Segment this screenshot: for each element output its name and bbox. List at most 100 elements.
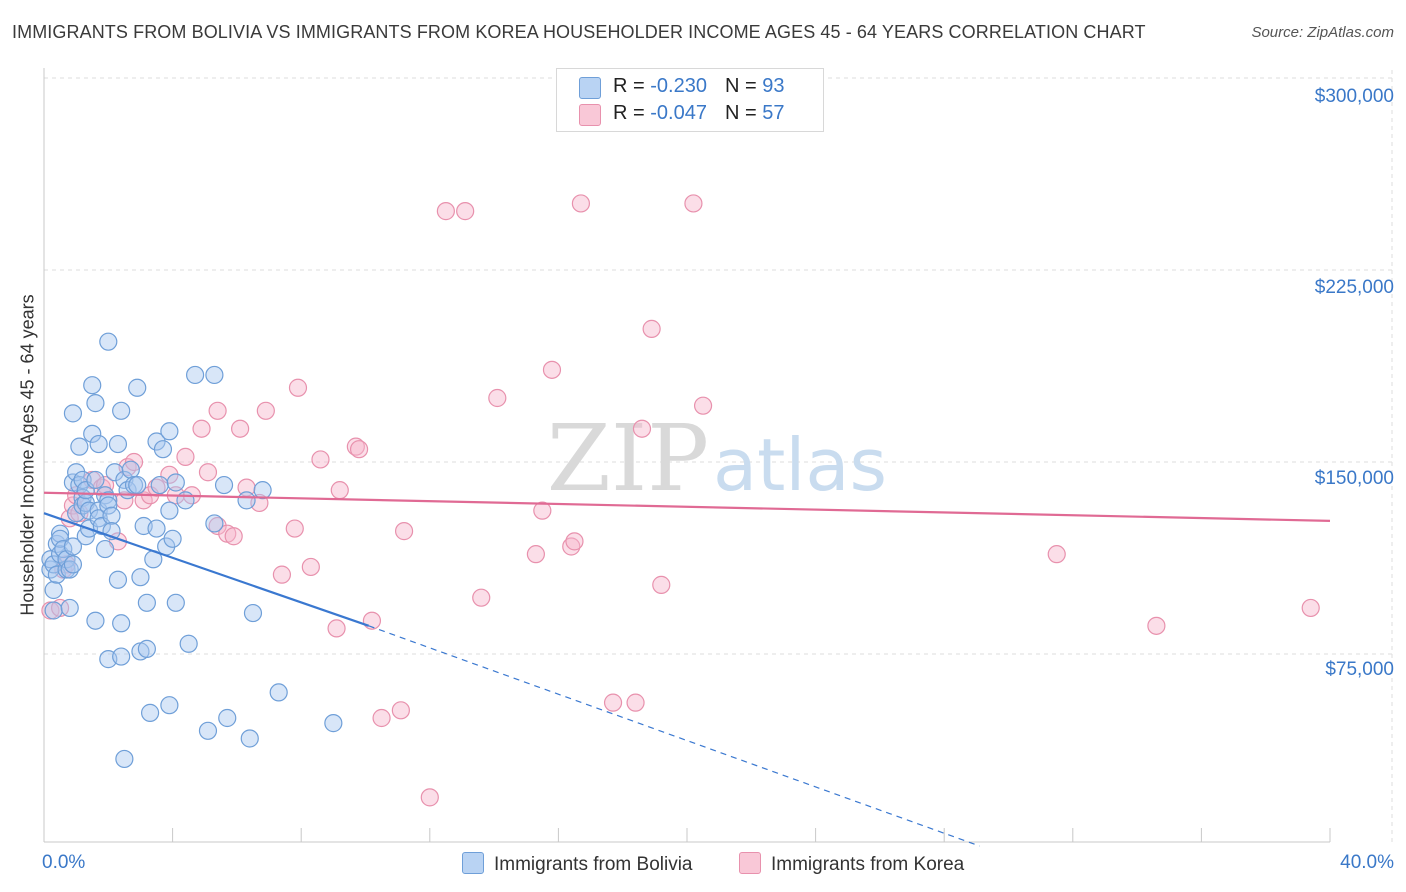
korea-point xyxy=(391,701,410,720)
bolivia-point xyxy=(240,729,259,748)
korea-point xyxy=(311,450,330,469)
bolivia-point xyxy=(160,422,179,441)
bolivia-point xyxy=(86,470,105,490)
bolivia-point xyxy=(102,506,121,525)
korea-point xyxy=(603,693,623,712)
bolivia-point xyxy=(121,460,140,479)
korea-point xyxy=(285,519,304,538)
bolivia-point xyxy=(50,524,70,543)
x-tick-max: 40.0% xyxy=(1340,852,1394,873)
korea-trendline xyxy=(43,491,1331,522)
y-tick-225000: $225,000 xyxy=(1314,277,1394,298)
bolivia-point xyxy=(166,593,185,612)
bolivia-point xyxy=(153,440,173,459)
korea-point xyxy=(231,419,250,438)
bolivia-point xyxy=(95,539,115,559)
bolivia-point xyxy=(70,437,89,456)
korea-point xyxy=(224,527,243,546)
gridlines xyxy=(44,70,1393,842)
bolivia-point xyxy=(176,491,195,510)
bolivia-point xyxy=(108,570,128,589)
bolivia-point xyxy=(179,634,198,653)
watermark-atlas: atlas xyxy=(713,423,887,507)
korea-point xyxy=(472,588,491,607)
bolivia-point xyxy=(160,501,179,520)
bolivia-point xyxy=(115,749,134,769)
bolivia-point xyxy=(140,703,160,722)
bottom-bolivia-label: Immigrants from Bolivia xyxy=(494,854,693,875)
korea-point xyxy=(372,708,391,728)
bolivia-point xyxy=(99,332,118,351)
bolivia-point xyxy=(205,365,224,385)
bolivia-point xyxy=(112,614,131,633)
bolivia-point xyxy=(163,529,182,548)
bolivia-point xyxy=(137,593,156,612)
bolivia-point xyxy=(63,537,83,556)
bolivia-point xyxy=(86,611,105,630)
y-tick-75000: $75,000 xyxy=(1325,659,1394,680)
korea-point xyxy=(176,447,195,466)
bottom-legend-korea: Immigrants from Korea xyxy=(739,852,964,876)
bolivia-trendline-extension xyxy=(368,625,980,847)
korea-point xyxy=(533,501,552,520)
bolivia-point xyxy=(218,708,237,728)
bolivia-point xyxy=(253,481,272,500)
korea-point xyxy=(115,491,134,510)
bolivia-trendline xyxy=(43,512,370,627)
bolivia-point xyxy=(41,550,60,569)
bolivia-n-label: N = xyxy=(724,75,763,97)
bottom-korea-label: Immigrants from Korea xyxy=(771,854,965,875)
bolivia-point xyxy=(63,555,83,574)
bolivia-point xyxy=(89,434,108,454)
korea-point xyxy=(562,537,581,556)
korea-point xyxy=(642,319,661,338)
watermark-zip: ZIP xyxy=(547,405,709,512)
korea-point xyxy=(542,360,562,379)
bolivia-n-value: 93 xyxy=(762,75,785,97)
korea-point xyxy=(1047,545,1066,564)
korea-point xyxy=(288,378,308,397)
bolivia-point xyxy=(198,721,218,740)
bolivia-point xyxy=(86,394,105,413)
bolivia-point xyxy=(166,473,185,492)
bolivia-point xyxy=(147,519,166,538)
y-tick-300000: $300,000 xyxy=(1314,86,1394,107)
bolivia-point xyxy=(60,598,79,618)
korea-point xyxy=(456,202,475,221)
bottom-legend-bolivia: Immigrants from Bolivia xyxy=(462,852,693,876)
bolivia-point xyxy=(108,434,128,454)
korea-point xyxy=(652,575,671,594)
bolivia-point xyxy=(128,475,147,495)
korea-point xyxy=(693,396,713,415)
korea-point xyxy=(684,194,703,213)
korea-point xyxy=(192,419,211,438)
axes xyxy=(43,68,1331,843)
korea-r-label: R = xyxy=(613,102,651,124)
bolivia-point xyxy=(128,378,147,397)
korea-point xyxy=(436,202,455,221)
korea-point xyxy=(632,419,652,438)
bolivia-point xyxy=(83,424,102,443)
chart-title: IMMIGRANTS FROM BOLIVIA VS IMMIGRANTS FR… xyxy=(12,22,1146,42)
watermark: ZIP atlas xyxy=(547,405,887,512)
stats-legend: R = -0.230 N = 93 R = -0.047 N = 57 xyxy=(556,68,824,132)
source-credit: Source: ZipAtlas.com xyxy=(1251,24,1394,41)
y-axis-label: Householder Income Ages 45 - 64 years xyxy=(17,294,38,616)
bolivia-point xyxy=(63,404,83,423)
bolivia-point xyxy=(73,470,92,490)
korea-point xyxy=(256,401,275,420)
korea-point xyxy=(394,522,414,541)
korea-point xyxy=(208,401,227,420)
korea-r-value: -0.047 xyxy=(650,102,707,124)
korea-point xyxy=(565,532,584,551)
bolivia-swatch xyxy=(579,77,601,99)
korea-swatch xyxy=(579,104,601,126)
y-tick-150000: $150,000 xyxy=(1314,468,1394,489)
bolivia-point xyxy=(83,376,102,395)
bolivia-point xyxy=(99,491,118,510)
trendlines xyxy=(43,491,1331,847)
bolivia-point xyxy=(112,401,131,420)
bolivia-point xyxy=(44,601,63,620)
bolivia-point xyxy=(237,491,256,510)
